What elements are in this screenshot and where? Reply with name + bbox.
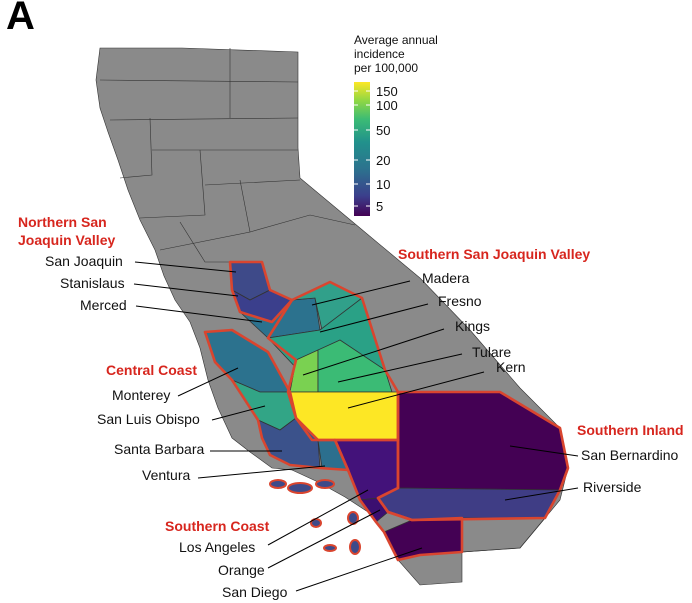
county-labels: San Joaquin Stanislaus Merced Madera Fre… <box>45 253 679 600</box>
region-label-northern-sjv-2: Joaquin Valley <box>18 232 115 248</box>
label-stanislaus: Stanislaus <box>60 275 125 291</box>
label-madera: Madera <box>422 270 470 286</box>
central-coast-outline <box>203 328 350 472</box>
region-label-southern-coast: Southern Coast <box>165 518 270 534</box>
label-kings: Kings <box>455 318 490 334</box>
riverside-county <box>377 487 561 521</box>
legend-tick-50: 50 <box>376 123 390 138</box>
county-fills <box>204 261 569 561</box>
region-label-southern-inland: Southern Inland <box>577 422 684 438</box>
legend-tick-20: 20 <box>376 153 390 168</box>
imperial-county <box>461 517 546 553</box>
legend-tick-5: 5 <box>376 199 383 214</box>
label-merced: Merced <box>80 297 127 313</box>
label-san-diego: San Diego <box>222 584 288 600</box>
panel-label: A <box>6 0 35 38</box>
legend-title-line-2: incidence <box>354 47 405 61</box>
legend-title-line-1: Average annual <box>354 33 438 47</box>
northern-county-lines <box>99 48 356 263</box>
northern-san-joaquin-valley-outline <box>228 260 294 324</box>
legend-title-line-3: per 100,000 <box>354 61 418 75</box>
label-tulare: Tulare <box>472 344 511 360</box>
region-label-northern-sjv-1: Northern San <box>18 214 107 230</box>
label-san-luis-obispo: San Luis Obispo <box>97 411 200 427</box>
san-bernardino-county <box>397 391 569 491</box>
legend-colorbar <box>354 82 370 216</box>
southern-coast-outline <box>333 438 464 562</box>
label-santa-barbara: Santa Barbara <box>114 441 204 457</box>
label-orange: Orange <box>218 562 265 578</box>
label-fresno: Fresno <box>438 293 482 309</box>
label-riverside: Riverside <box>583 479 642 495</box>
tulare-county <box>317 339 393 393</box>
label-san-joaquin: San Joaquin <box>45 253 123 269</box>
label-kern: Kern <box>496 359 526 375</box>
label-san-bernardino: San Bernardino <box>581 447 679 463</box>
region-label-central-coast: Central Coast <box>106 362 197 378</box>
label-monterey: Monterey <box>112 387 170 403</box>
region-outlines <box>203 260 570 562</box>
legend-tick-100: 100 <box>376 98 398 113</box>
label-ventura: Ventura <box>142 467 190 483</box>
legend: Average annual incidence per 100,000 150… <box>354 33 438 216</box>
region-label-southern-sjv: Southern San Joaquin Valley <box>398 246 590 262</box>
label-los-angeles: Los Angeles <box>179 539 255 555</box>
legend-tick-10: 10 <box>376 177 390 192</box>
legend-tick-150: 150 <box>376 84 398 99</box>
